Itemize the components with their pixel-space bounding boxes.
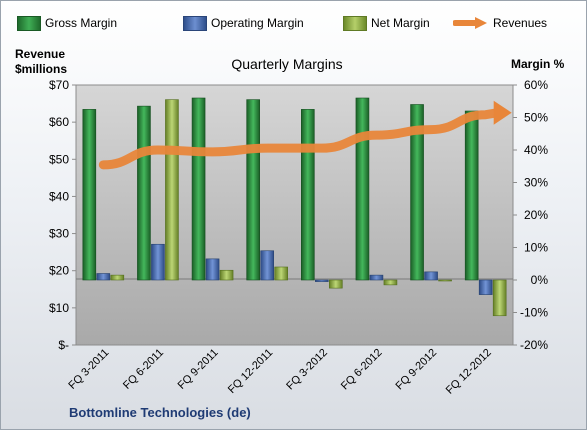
- bar-gross-margin: [410, 104, 424, 281]
- left-axis-title-line1: Revenue: [15, 47, 66, 61]
- legend-label-revenues: Revenues: [493, 16, 548, 30]
- legend-label-net-margin: Net Margin: [371, 16, 430, 30]
- left-tick-label: $-: [58, 338, 69, 352]
- bar-operating-margin: [151, 243, 165, 281]
- right-tick-label: 40%: [524, 143, 548, 157]
- right-tick-label: 0%: [531, 273, 549, 287]
- bar-operating-margin: [369, 274, 384, 281]
- bar-gross-margin: [246, 99, 260, 281]
- category-label: FQ 12-2011: [226, 347, 275, 396]
- chart-title: Quarterly Margins: [231, 56, 343, 72]
- right-axis-title: Margin %: [511, 57, 565, 71]
- right-tick-label: 60%: [524, 78, 548, 92]
- bar-net-margin: [110, 274, 125, 281]
- left-tick-label: $20: [49, 264, 69, 278]
- category-label: FQ 9-2011: [176, 347, 221, 392]
- legend-swatch-net-margin: [343, 16, 367, 31]
- category-label: FQ 3-2011: [66, 347, 111, 392]
- revenue-arrowhead: [493, 100, 512, 125]
- left-axis-title-line2: $millions: [15, 62, 68, 76]
- bar-net-margin: [492, 279, 507, 317]
- left-tick-label: $30: [49, 227, 69, 241]
- bar-gross-margin: [355, 97, 370, 281]
- category-label: FQ 3-2012: [284, 347, 330, 393]
- bar-net-margin: [274, 266, 288, 281]
- category-label: FQ 12-2012: [444, 347, 494, 397]
- bar-net-margin: [329, 279, 343, 289]
- category-label: FQ 6-2011: [121, 347, 166, 392]
- bar-net-margin: [438, 279, 452, 282]
- right-tick-label: 50%: [524, 111, 548, 125]
- bar-operating-margin: [260, 250, 274, 281]
- bar-gross-margin: [301, 109, 315, 281]
- left-tick-label: $40: [49, 189, 69, 203]
- legend-swatch-revenues: [453, 17, 487, 29]
- company-name: Bottomline Technologies (de): [69, 405, 251, 420]
- bar-gross-margin: [82, 109, 97, 281]
- right-tick-label: 20%: [524, 208, 548, 222]
- legend-swatch-gross-margin: [17, 16, 41, 31]
- bar-operating-margin: [315, 279, 329, 282]
- bar-gross-margin: [464, 110, 479, 281]
- right-tick-label: 10%: [524, 241, 548, 255]
- bar-operating-margin: [478, 279, 493, 295]
- left-tick-label: $10: [49, 301, 69, 315]
- right-tick-label: 30%: [524, 176, 548, 190]
- left-tick-label: $60: [49, 115, 69, 129]
- bar-operating-margin: [424, 271, 438, 281]
- bar-net-margin: [165, 99, 179, 281]
- legend-label-gross-margin: Gross Margin: [45, 16, 118, 30]
- bar-net-margin: [383, 279, 398, 286]
- bar-gross-margin: [137, 105, 151, 281]
- bar-gross-margin: [191, 97, 206, 281]
- bar-net-margin: [219, 269, 234, 281]
- category-label: FQ 6-2012: [339, 347, 385, 393]
- left-tick-label: $50: [49, 152, 69, 166]
- right-tick-label: -10%: [520, 306, 548, 320]
- left-tick-label: $70: [49, 78, 69, 92]
- right-tick-label: -20%: [520, 338, 548, 352]
- bar-operating-margin: [205, 258, 220, 281]
- legend-swatch-operating-margin: [183, 16, 207, 31]
- bar-operating-margin: [96, 273, 111, 281]
- legend-label-operating-margin: Operating Margin: [211, 16, 304, 30]
- category-label: FQ 9-2012: [394, 347, 440, 393]
